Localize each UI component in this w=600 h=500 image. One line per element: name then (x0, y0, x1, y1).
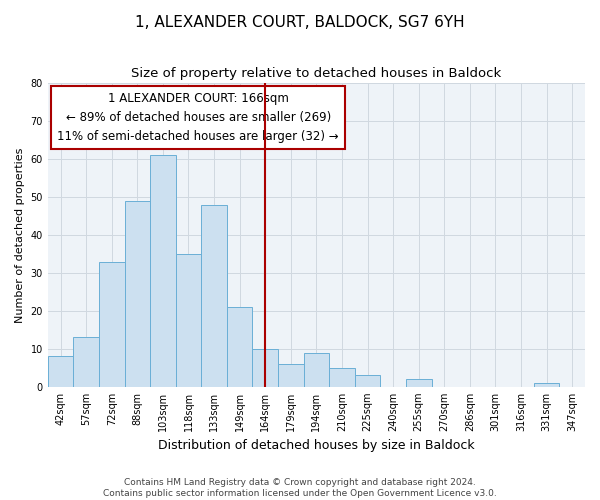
Text: 1 ALEXANDER COURT: 166sqm
← 89% of detached houses are smaller (269)
11% of semi: 1 ALEXANDER COURT: 166sqm ← 89% of detac… (58, 92, 339, 143)
Title: Size of property relative to detached houses in Baldock: Size of property relative to detached ho… (131, 68, 502, 80)
Y-axis label: Number of detached properties: Number of detached properties (15, 147, 25, 322)
Bar (73, 338, 99, 387)
Bar (48, 356, 73, 387)
Bar (304, 352, 329, 387)
Bar (99, 262, 125, 387)
Bar (534, 383, 559, 387)
X-axis label: Distribution of detached houses by size in Baldock: Distribution of detached houses by size … (158, 440, 475, 452)
Bar (176, 254, 201, 387)
Bar (253, 349, 278, 387)
Bar (201, 204, 227, 387)
Bar (329, 368, 355, 387)
Bar (278, 364, 304, 387)
Bar (227, 307, 253, 387)
Bar (406, 379, 431, 387)
Bar (355, 376, 380, 387)
Bar (150, 155, 176, 387)
Bar (125, 201, 150, 387)
Text: 1, ALEXANDER COURT, BALDOCK, SG7 6YH: 1, ALEXANDER COURT, BALDOCK, SG7 6YH (135, 15, 465, 30)
Text: Contains HM Land Registry data © Crown copyright and database right 2024.
Contai: Contains HM Land Registry data © Crown c… (103, 478, 497, 498)
